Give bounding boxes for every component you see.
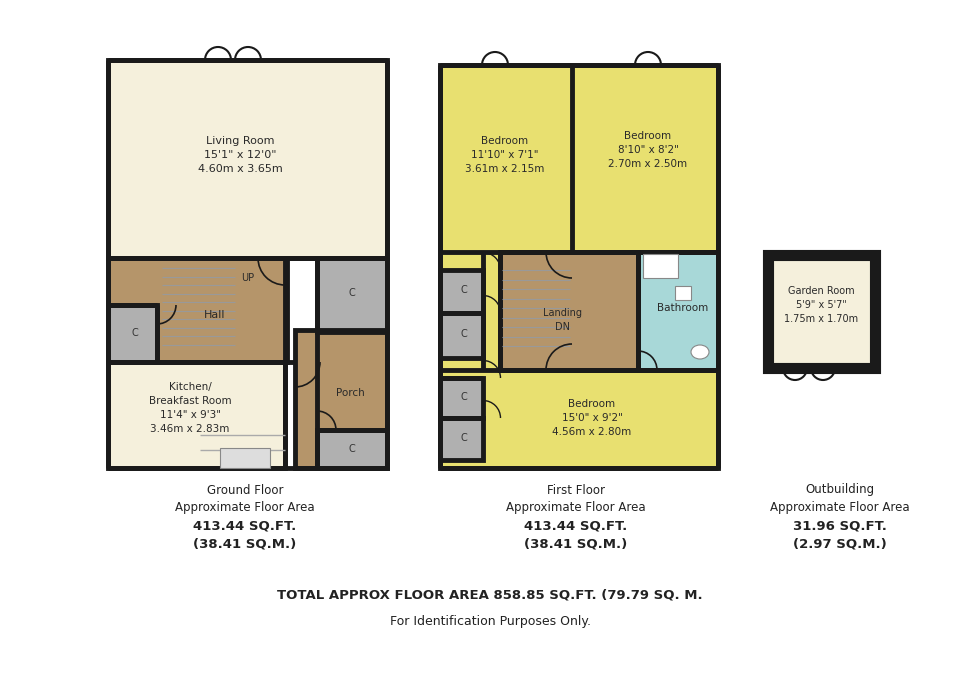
Bar <box>440 65 718 468</box>
Bar <box>440 378 483 418</box>
Ellipse shape <box>691 345 709 359</box>
Text: Bedroom
8'10" x 8'2"
2.70m x 2.50m: Bedroom 8'10" x 8'2" 2.70m x 2.50m <box>609 131 688 169</box>
Text: Bathroom: Bathroom <box>658 303 709 313</box>
Bar <box>295 330 387 468</box>
Text: Outbuilding: Outbuilding <box>806 484 874 496</box>
Text: Approximate Floor Area: Approximate Floor Area <box>770 502 909 514</box>
Text: First Floor: First Floor <box>547 484 605 496</box>
Text: Kitchen/
Breakfast Room
11'4" x 9'3"
3.46m x 2.83m: Kitchen/ Breakfast Room 11'4" x 9'3" 3.4… <box>149 382 231 434</box>
Bar <box>638 252 718 370</box>
Bar <box>108 258 287 362</box>
Text: C: C <box>461 285 467 295</box>
Bar <box>108 305 157 362</box>
Bar <box>317 258 387 332</box>
Bar <box>440 270 483 313</box>
Text: TOTAL APPROX FLOOR AREA 858.85 SQ.FT. (79.79 SQ. M.: TOTAL APPROX FLOOR AREA 858.85 SQ.FT. (7… <box>277 588 703 602</box>
Bar <box>440 418 483 460</box>
Text: Approximate Floor Area: Approximate Floor Area <box>507 502 646 514</box>
Text: (38.41 SQ.M.): (38.41 SQ.M.) <box>193 538 297 550</box>
Text: UP: UP <box>241 273 255 283</box>
Bar <box>220 448 270 468</box>
Text: For Identification Purposes Only.: For Identification Purposes Only. <box>389 615 591 629</box>
Text: C: C <box>131 328 138 338</box>
Text: 413.44 SQ.FT.: 413.44 SQ.FT. <box>193 520 297 532</box>
Text: Landing
DN: Landing DN <box>543 308 581 332</box>
Text: (38.41 SQ.M.): (38.41 SQ.M.) <box>524 538 627 550</box>
Bar <box>317 430 387 468</box>
Text: C: C <box>461 433 467 443</box>
Bar <box>440 313 483 358</box>
Text: Approximate Floor Area: Approximate Floor Area <box>175 502 315 514</box>
Text: 413.44 SQ.FT.: 413.44 SQ.FT. <box>524 520 627 532</box>
Text: Ground Floor: Ground Floor <box>207 484 283 496</box>
Bar <box>500 252 638 370</box>
Text: Bedroom
15'0" x 9'2"
4.56m x 2.80m: Bedroom 15'0" x 9'2" 4.56m x 2.80m <box>553 399 632 437</box>
Bar <box>768 255 875 368</box>
Bar <box>643 254 678 278</box>
Text: 31.96 SQ.FT.: 31.96 SQ.FT. <box>793 520 887 532</box>
Text: C: C <box>349 288 356 298</box>
Bar <box>108 60 387 258</box>
Text: Hall: Hall <box>204 310 225 320</box>
Text: Garden Room
5'9" x 5'7"
1.75m x 1.70m: Garden Room 5'9" x 5'7" 1.75m x 1.70m <box>784 286 858 324</box>
Text: Bedroom
11'10" x 7'1"
3.61m x 2.15m: Bedroom 11'10" x 7'1" 3.61m x 2.15m <box>466 136 545 174</box>
Text: Living Room
15'1" x 12'0"
4.60m x 3.65m: Living Room 15'1" x 12'0" 4.60m x 3.65m <box>198 136 282 174</box>
Text: C: C <box>461 392 467 402</box>
Text: C: C <box>461 329 467 339</box>
Bar <box>675 286 691 300</box>
Text: (2.97 SQ.M.): (2.97 SQ.M.) <box>793 538 887 550</box>
Bar <box>768 255 875 368</box>
Text: Porch: Porch <box>335 388 365 398</box>
Text: C: C <box>349 444 356 454</box>
Bar <box>108 362 285 468</box>
